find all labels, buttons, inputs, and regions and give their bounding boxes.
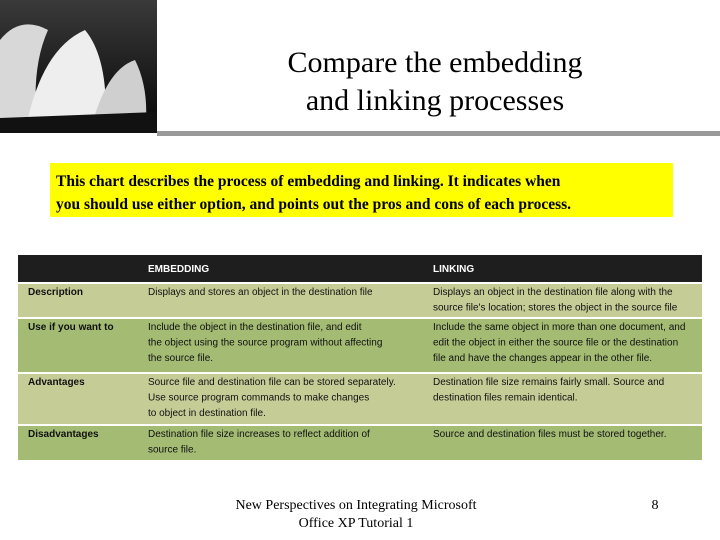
cell-text: to object in destination file. [148,408,266,419]
cell-text: Source and destination files must be sto… [433,429,666,440]
row-label: Use if you want to [28,322,114,333]
title-line: Compare the embedding [288,46,583,79]
row-label: Description [28,287,83,298]
header-photo [0,0,157,133]
cell-text: Destination file size increases to refle… [148,429,370,440]
column-header: EMBEDDING [148,264,209,275]
table-row [18,425,702,460]
footer-line: Office XP Tutorial 1 [299,516,414,531]
intro-box [50,163,673,217]
table-row [18,283,702,318]
cell-text: file and have the changes appear in the … [433,353,652,364]
column-header: LINKING [433,264,474,275]
cell-text: Include the same object in more than one… [433,322,685,333]
cell-text: Destination file size remains fairly sma… [433,377,664,388]
cell-text: Use source program commands to make chan… [148,393,369,404]
header-row [18,255,702,283]
cell-text: Include the object in the destination fi… [148,322,362,333]
intro-line: This chart describes the process of embe… [56,173,561,190]
intro-line: you should use either option, and points… [56,196,571,213]
row-label: Advantages [28,377,85,388]
cell-text: destination files remain identical. [433,393,578,404]
cell-text: Source file and destination file can be … [148,377,396,388]
table-row [18,373,702,425]
table-row [18,318,702,373]
page-number: 8 [652,498,659,513]
cell-text: source file. [148,445,196,456]
comparison-table: EMBEDDING LINKING Description Displays and … [18,255,702,460]
header-rule [157,131,720,136]
cell-text: Displays an object in the destination fi… [433,287,673,298]
cell-text: source file's location; stores the objec… [433,303,678,314]
cell-text: the object using the source program with… [148,338,382,349]
cell-text: edit the object in either the source fil… [433,338,678,349]
title-line: and linking processes [306,84,564,117]
cell-text: the source file. [148,353,213,364]
cell-text: Displays and stores an object in the des… [148,287,373,298]
row-label: Disadvantages [28,429,99,440]
footer-line: New Perspectives on Integrating Microsof… [235,498,476,513]
